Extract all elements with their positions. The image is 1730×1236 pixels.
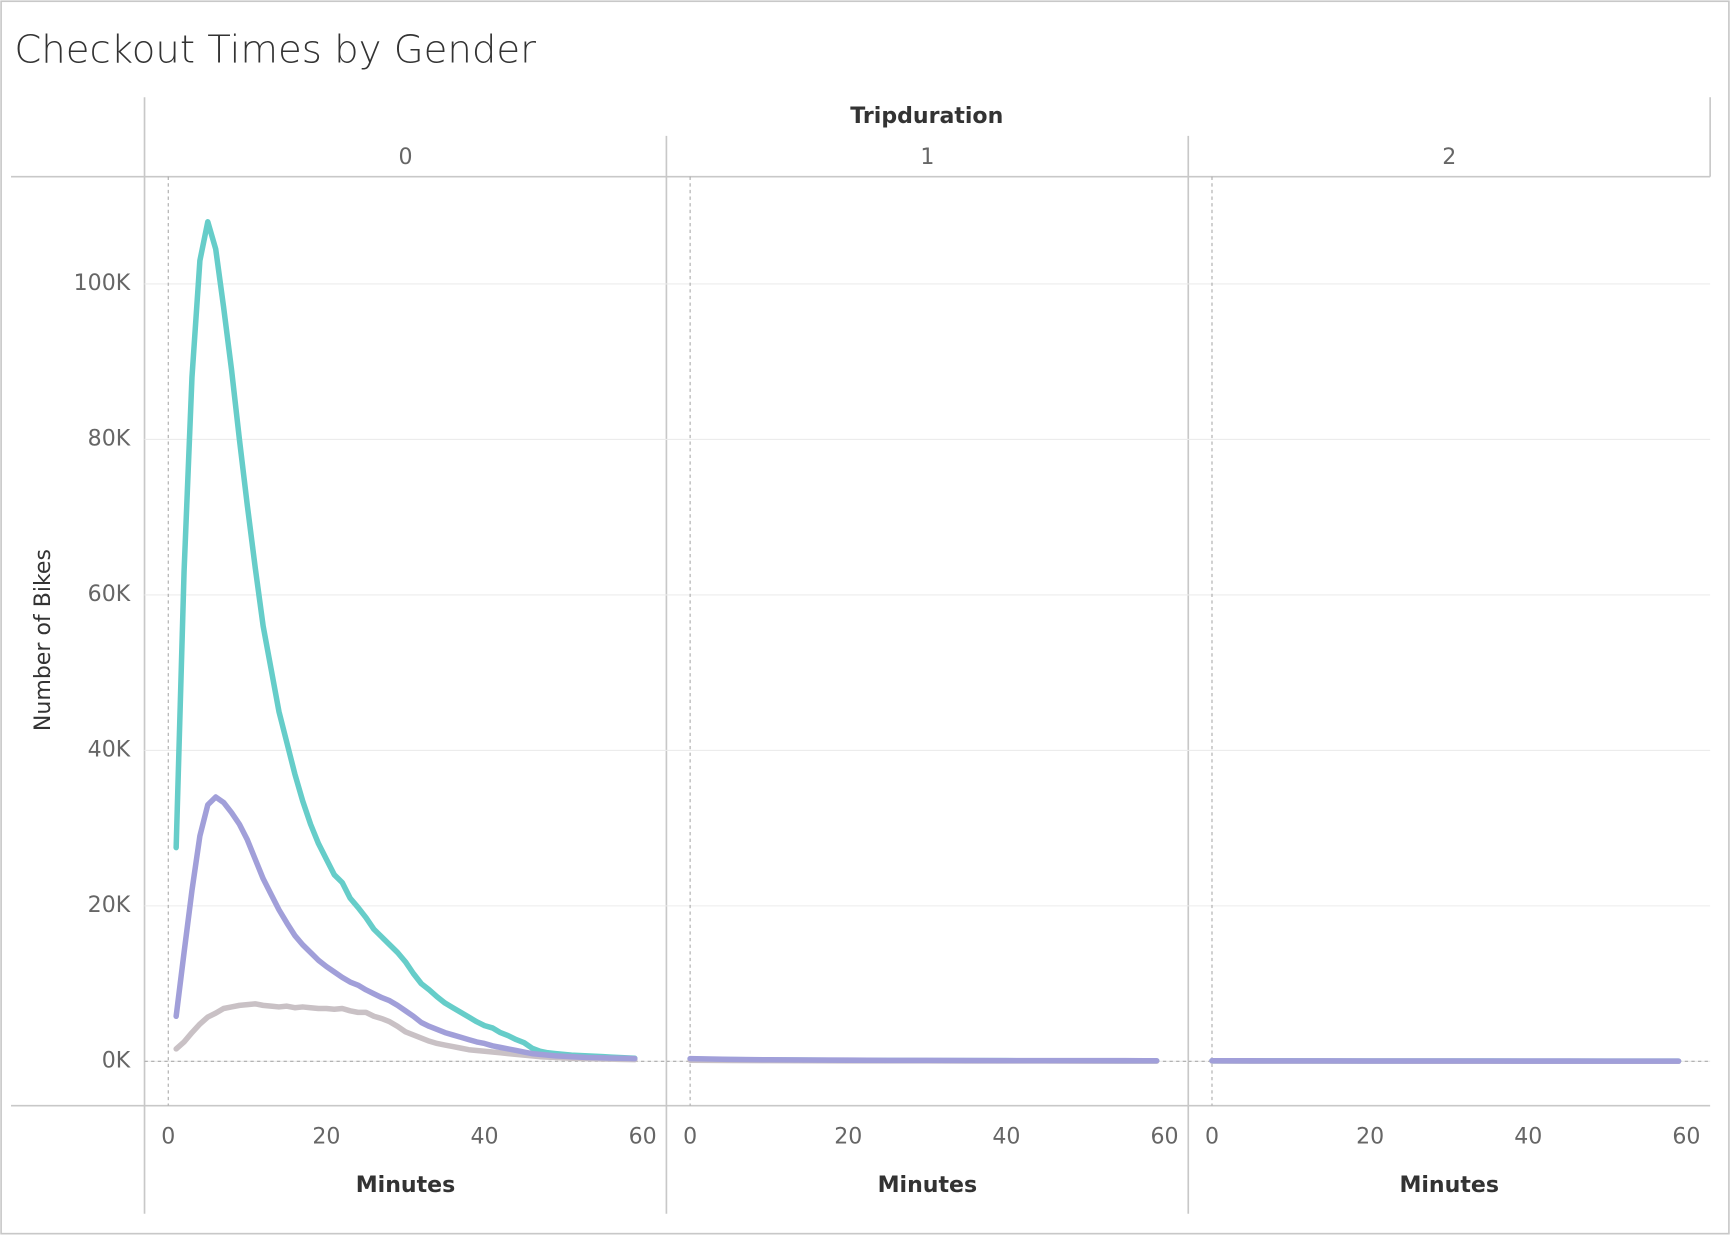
- chart-title: Checkout Times by Gender: [14, 27, 536, 72]
- x-tick-label: 60: [1151, 1125, 1179, 1150]
- x-axis-label: Minutes: [878, 1173, 978, 1198]
- x-axis-label: Minutes: [356, 1173, 456, 1198]
- series-line: [173, 794, 638, 1062]
- x-tick-label: 20: [834, 1125, 862, 1150]
- y-axis-label: Number of Bikes: [31, 549, 56, 731]
- x-tick-label: 40: [992, 1125, 1020, 1150]
- y-tick-label: 100K: [74, 271, 131, 296]
- x-tick-label: 40: [471, 1125, 499, 1150]
- x-tick-label: 40: [1514, 1125, 1542, 1150]
- series-line: [687, 1055, 1160, 1064]
- x-tick-label: 0: [1205, 1125, 1219, 1150]
- x-tick-label: 20: [1356, 1125, 1384, 1150]
- panel-header: 1: [920, 145, 934, 170]
- panel-header: 2: [1442, 145, 1456, 170]
- series-line: [173, 219, 638, 1062]
- y-tick-label: 80K: [88, 426, 131, 451]
- y-tick-label: 60K: [88, 582, 131, 607]
- y-tick-label: 20K: [88, 893, 131, 918]
- x-tick-label: 60: [629, 1125, 657, 1150]
- x-tick-label: 0: [161, 1125, 175, 1150]
- y-tick-label: 40K: [88, 737, 131, 762]
- panel-header: 0: [398, 145, 412, 170]
- y-tick-label: 0K: [102, 1048, 131, 1073]
- x-tick-label: 0: [683, 1125, 697, 1150]
- x-tick-label: 60: [1672, 1125, 1700, 1150]
- column-header: Tripduration: [850, 104, 1003, 129]
- x-tick-label: 20: [312, 1125, 340, 1150]
- x-axis-label: Minutes: [1399, 1173, 1499, 1198]
